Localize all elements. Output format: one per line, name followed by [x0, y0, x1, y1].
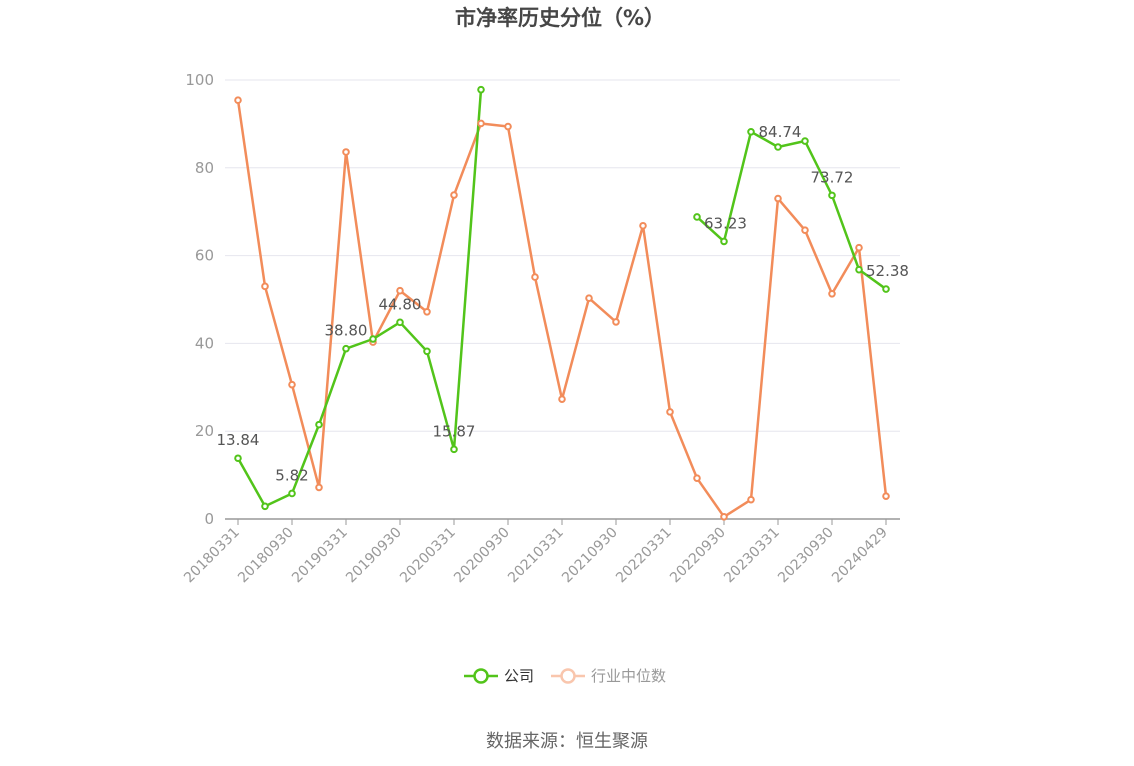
legend-label-industry: 行业中位数: [591, 667, 666, 685]
legend-item-company[interactable]: 公司: [464, 667, 534, 685]
data-label-company: 84.74: [759, 123, 802, 141]
data-point-company: [369, 335, 377, 343]
x-tick-label: 20180930: [235, 525, 297, 587]
data-point-industry: [477, 119, 485, 128]
data-label-company: 15.87: [433, 422, 476, 440]
data-point-industry: [855, 243, 863, 252]
data-point-industry: [315, 483, 323, 492]
data-point-company: [801, 137, 809, 145]
legend: 公司 行业中位数: [464, 667, 666, 685]
data-point-company: [342, 344, 350, 353]
data-point-industry: [261, 282, 269, 291]
data-label-company: 52.38: [866, 262, 909, 280]
data-point-industry: [423, 307, 431, 316]
data-point-company: [261, 502, 269, 511]
legend-item-industry[interactable]: 行业中位数: [551, 667, 666, 685]
x-tick-label: 20240429: [829, 525, 891, 587]
x-tick-label: 20180331: [181, 525, 243, 587]
data-point-industry: [504, 122, 512, 131]
data-point-company: [747, 128, 755, 136]
x-tick-label: 20210930: [559, 525, 621, 587]
data-point-industry: [450, 191, 458, 199]
data-point-industry: [585, 294, 593, 302]
data-point-industry: [396, 286, 404, 295]
legend-label-company: 公司: [504, 667, 534, 685]
data-point-industry: [639, 221, 647, 230]
y-tick-label: 20: [195, 422, 214, 440]
data-point-company: [693, 213, 701, 221]
data-label-company: 5.82: [275, 466, 308, 484]
data-point-company: [882, 285, 890, 293]
data-label-company: 38.80: [325, 322, 368, 340]
y-tick-label: 80: [195, 159, 214, 177]
data-point-industry: [828, 289, 836, 298]
data-point-company: [450, 445, 458, 454]
source-note: 数据来源：恒生聚源: [486, 731, 648, 752]
series-line-company: [236, 89, 483, 508]
y-tick-label: 60: [195, 247, 214, 265]
data-point-industry: [531, 273, 539, 281]
data-point-industry: [774, 194, 782, 203]
data-point-industry: [882, 492, 890, 500]
data-point-industry: [288, 380, 296, 389]
data-point-company: [855, 265, 863, 274]
y-tick-label: 0: [204, 510, 214, 528]
series-line-industry: [236, 100, 888, 519]
x-tick-label: 20200331: [397, 525, 459, 587]
y-tick-label: 40: [195, 334, 214, 352]
data-point-company: [720, 237, 728, 246]
data-point-industry: [747, 495, 755, 504]
data-point-company: [423, 347, 431, 356]
data-point-industry: [234, 96, 242, 104]
x-tick-label: 20210331: [505, 525, 567, 587]
series-lines: [236, 89, 888, 519]
data-label-company: 13.84: [217, 431, 260, 449]
data-label-company: 73.72: [811, 168, 854, 186]
data-labels: 13.84 5.82 38.80 44.80 15.87 63.23 84.74 73.72 5…: [217, 123, 909, 484]
data-point-company: [396, 318, 404, 327]
y-axis: 0 20 40 60 80 100: [185, 71, 214, 528]
x-tick-label: 20230331: [721, 525, 783, 587]
x-axis: 2018033120180930201903312019093020200331…: [181, 518, 900, 587]
data-point-industry: [693, 474, 701, 482]
chart-title: 市净率历史分位（%）: [455, 6, 665, 30]
data-point-industry: [720, 513, 728, 521]
x-tick-label: 20190930: [343, 525, 405, 587]
data-point-company: [828, 191, 836, 200]
data-point-company: [477, 85, 485, 94]
y-tick-label: 100: [185, 71, 214, 89]
data-label-company: 44.80: [379, 295, 422, 313]
x-tick-label: 20220930: [667, 525, 729, 587]
data-point-company: [315, 420, 323, 429]
x-tick-label: 20220331: [613, 525, 675, 587]
data-point-industry: [801, 226, 809, 234]
series-points: [234, 85, 890, 521]
x-tick-label: 20200930: [451, 525, 513, 587]
x-tick-label: 20190331: [289, 525, 351, 587]
data-point-company: [774, 143, 782, 151]
x-tick-label: 20230930: [775, 525, 837, 587]
data-point-company: [234, 454, 242, 463]
data-point-industry: [342, 148, 350, 156]
data-point-industry: [612, 318, 620, 326]
data-point-company: [288, 489, 296, 498]
series-line-company: [696, 130, 887, 291]
data-label-company: 63.23: [704, 214, 747, 232]
data-point-industry: [666, 408, 674, 416]
data-point-industry: [558, 395, 566, 403]
